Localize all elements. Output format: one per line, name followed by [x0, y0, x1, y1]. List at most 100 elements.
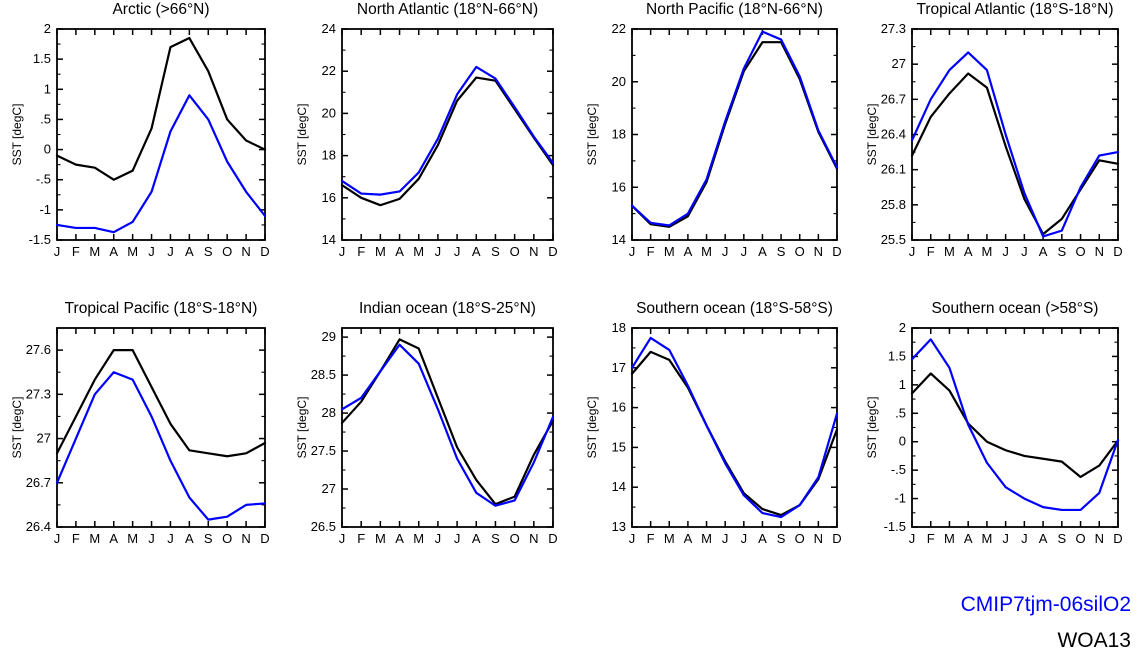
svg-text:SST [degC]: SST [degC] [586, 104, 599, 166]
svg-text:2: 2 [899, 320, 906, 335]
svg-text:A: A [964, 531, 973, 546]
svg-text:M: M [127, 531, 138, 546]
svg-text:1: 1 [44, 81, 51, 96]
svg-text:22: 22 [322, 63, 336, 78]
svg-text:J: J [167, 531, 174, 546]
svg-text:A: A [684, 244, 693, 259]
svg-text:F: F [647, 244, 655, 259]
svg-text:26.4: 26.4 [881, 127, 906, 142]
svg-text:27: 27 [322, 481, 336, 496]
svg-text:27: 27 [892, 56, 906, 71]
svg-text:A: A [1039, 531, 1048, 546]
svg-text:M: M [981, 531, 992, 546]
svg-text:N: N [241, 531, 250, 546]
svg-text:26.5: 26.5 [311, 519, 336, 534]
svg-text:14: 14 [612, 479, 626, 494]
svg-text:0: 0 [899, 434, 906, 449]
svg-text:A: A [185, 244, 194, 259]
svg-text:26.7: 26.7 [881, 91, 906, 106]
svg-text:D: D [260, 244, 269, 259]
svg-text:J: J [722, 244, 729, 259]
svg-text:-1: -1 [894, 491, 906, 506]
svg-text:A: A [472, 244, 481, 259]
svg-text:O: O [510, 244, 520, 259]
svg-text:N: N [1095, 531, 1104, 546]
svg-text:J: J [1021, 531, 1028, 546]
svg-text:1: 1 [899, 377, 906, 392]
svg-text:S: S [1057, 244, 1066, 259]
svg-text:O: O [222, 244, 232, 259]
svg-text:0: 0 [44, 142, 51, 157]
svg-text:J: J [339, 244, 346, 259]
svg-text:J: J [909, 244, 916, 259]
svg-text:18: 18 [612, 320, 626, 335]
svg-text:D: D [260, 531, 269, 546]
svg-text:M: M [701, 244, 712, 259]
svg-text:-1.5: -1.5 [884, 519, 906, 534]
svg-text:S: S [491, 531, 500, 546]
svg-text:27.3: 27.3 [881, 21, 906, 36]
svg-text:SST [degC]: SST [degC] [866, 397, 879, 459]
svg-text:SST [degC]: SST [degC] [586, 397, 599, 459]
svg-text:A: A [109, 244, 118, 259]
svg-text:N: N [241, 244, 250, 259]
svg-text:D: D [1113, 244, 1122, 259]
svg-text:J: J [435, 531, 442, 546]
svg-text:S: S [491, 244, 500, 259]
svg-text:.5: .5 [40, 111, 51, 126]
svg-text:-.5: -.5 [891, 462, 906, 477]
svg-text:O: O [222, 531, 232, 546]
svg-text:15: 15 [612, 439, 626, 454]
svg-text:D: D [548, 244, 557, 259]
svg-text:14: 14 [612, 232, 626, 247]
svg-text:27.6: 27.6 [26, 342, 51, 357]
svg-text:J: J [741, 244, 748, 259]
svg-text:M: M [944, 244, 955, 259]
svg-text:26.1: 26.1 [881, 162, 906, 177]
svg-text:F: F [927, 244, 935, 259]
svg-text:M: M [89, 531, 100, 546]
svg-text:SST [degC]: SST [degC] [296, 397, 309, 459]
svg-text:SST [degC]: SST [degC] [11, 104, 24, 166]
svg-text:J: J [167, 244, 174, 259]
svg-text:A: A [758, 244, 767, 259]
svg-text:F: F [647, 531, 655, 546]
svg-text:25.8: 25.8 [881, 197, 906, 212]
svg-text:26.4: 26.4 [26, 519, 51, 534]
svg-text:1.5: 1.5 [888, 348, 906, 363]
svg-text:18: 18 [612, 127, 626, 142]
svg-text:N: N [814, 244, 823, 259]
svg-text:A: A [758, 531, 767, 546]
svg-text:M: M [375, 531, 386, 546]
svg-text:25.5: 25.5 [881, 232, 906, 247]
svg-text:M: M [413, 244, 424, 259]
svg-text:A: A [684, 531, 693, 546]
svg-text:A: A [1039, 244, 1048, 259]
svg-text:16: 16 [612, 400, 626, 415]
svg-text:16: 16 [322, 190, 336, 205]
svg-text:18: 18 [322, 148, 336, 163]
svg-text:J: J [454, 531, 461, 546]
svg-text:J: J [1002, 531, 1009, 546]
svg-text:J: J [148, 531, 155, 546]
svg-text:1.5: 1.5 [33, 51, 51, 66]
svg-text:F: F [72, 531, 80, 546]
svg-text:N: N [814, 531, 823, 546]
svg-text:SST [degC]: SST [degC] [11, 397, 24, 459]
svg-text:SST [degC]: SST [degC] [866, 104, 879, 166]
svg-text:-.5: -.5 [36, 172, 51, 187]
svg-text:J: J [1021, 244, 1028, 259]
svg-text:J: J [1002, 244, 1009, 259]
svg-text:M: M [981, 244, 992, 259]
svg-text:O: O [1075, 531, 1085, 546]
svg-text:J: J [339, 531, 346, 546]
svg-text:F: F [357, 244, 365, 259]
svg-text:.5: .5 [895, 405, 906, 420]
svg-text:17: 17 [612, 360, 626, 375]
svg-text:-1: -1 [39, 202, 51, 217]
svg-text:26.7: 26.7 [26, 475, 51, 490]
svg-text:13: 13 [612, 519, 626, 534]
svg-text:28.5: 28.5 [311, 367, 336, 382]
svg-text:M: M [375, 244, 386, 259]
svg-text:M: M [664, 531, 675, 546]
